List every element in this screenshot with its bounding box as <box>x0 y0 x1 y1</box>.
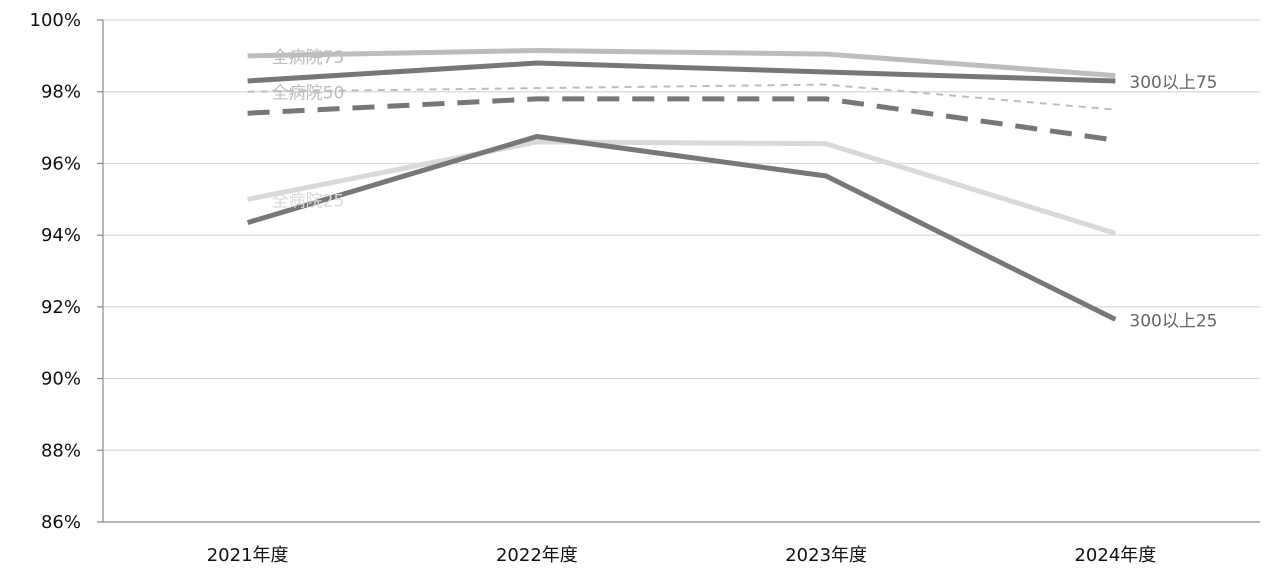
x-tick-label: 2024年度 <box>1074 545 1156 566</box>
y-tick-label: 86% <box>41 512 81 533</box>
y-tick-label: 88% <box>41 440 81 461</box>
gridlines <box>103 19 1260 451</box>
end-annotation: 300以上25 <box>1129 311 1217 331</box>
series-line-4 <box>247 96 1116 143</box>
series-line-2 <box>247 60 1116 84</box>
y-tick-label: 92% <box>41 297 81 318</box>
series-label: 全病院50 <box>272 84 345 104</box>
series-labels: 全病院75 全病院50 全病院25 300以上75 300以上25 <box>272 48 1218 332</box>
y-tick-label: 96% <box>41 153 81 174</box>
y-tick-label: 94% <box>41 225 81 246</box>
x-tick-label: 2023年度 <box>785 545 867 566</box>
y-tick-label: 98% <box>41 82 81 103</box>
x-tick-label: 2022年度 <box>496 545 578 566</box>
series-line-3 <box>247 83 1116 111</box>
end-annotation: 300以上75 <box>1129 73 1217 93</box>
series-line-5 <box>247 139 1117 236</box>
series-line-1 <box>247 47 1116 79</box>
series-line-6 <box>246 134 1117 322</box>
x-tick-label: 2021年度 <box>207 545 289 566</box>
axes: 86% 88% 90% 92% 94% 96% 98% 100% 2021年度 2022年度 202… <box>30 10 1260 566</box>
series-label: 全病院75 <box>272 48 345 68</box>
y-tick-label: 100% <box>30 10 81 31</box>
series-lines <box>246 47 1117 322</box>
series-label: 全病院25 <box>272 191 345 211</box>
y-tick-label: 90% <box>41 369 81 390</box>
